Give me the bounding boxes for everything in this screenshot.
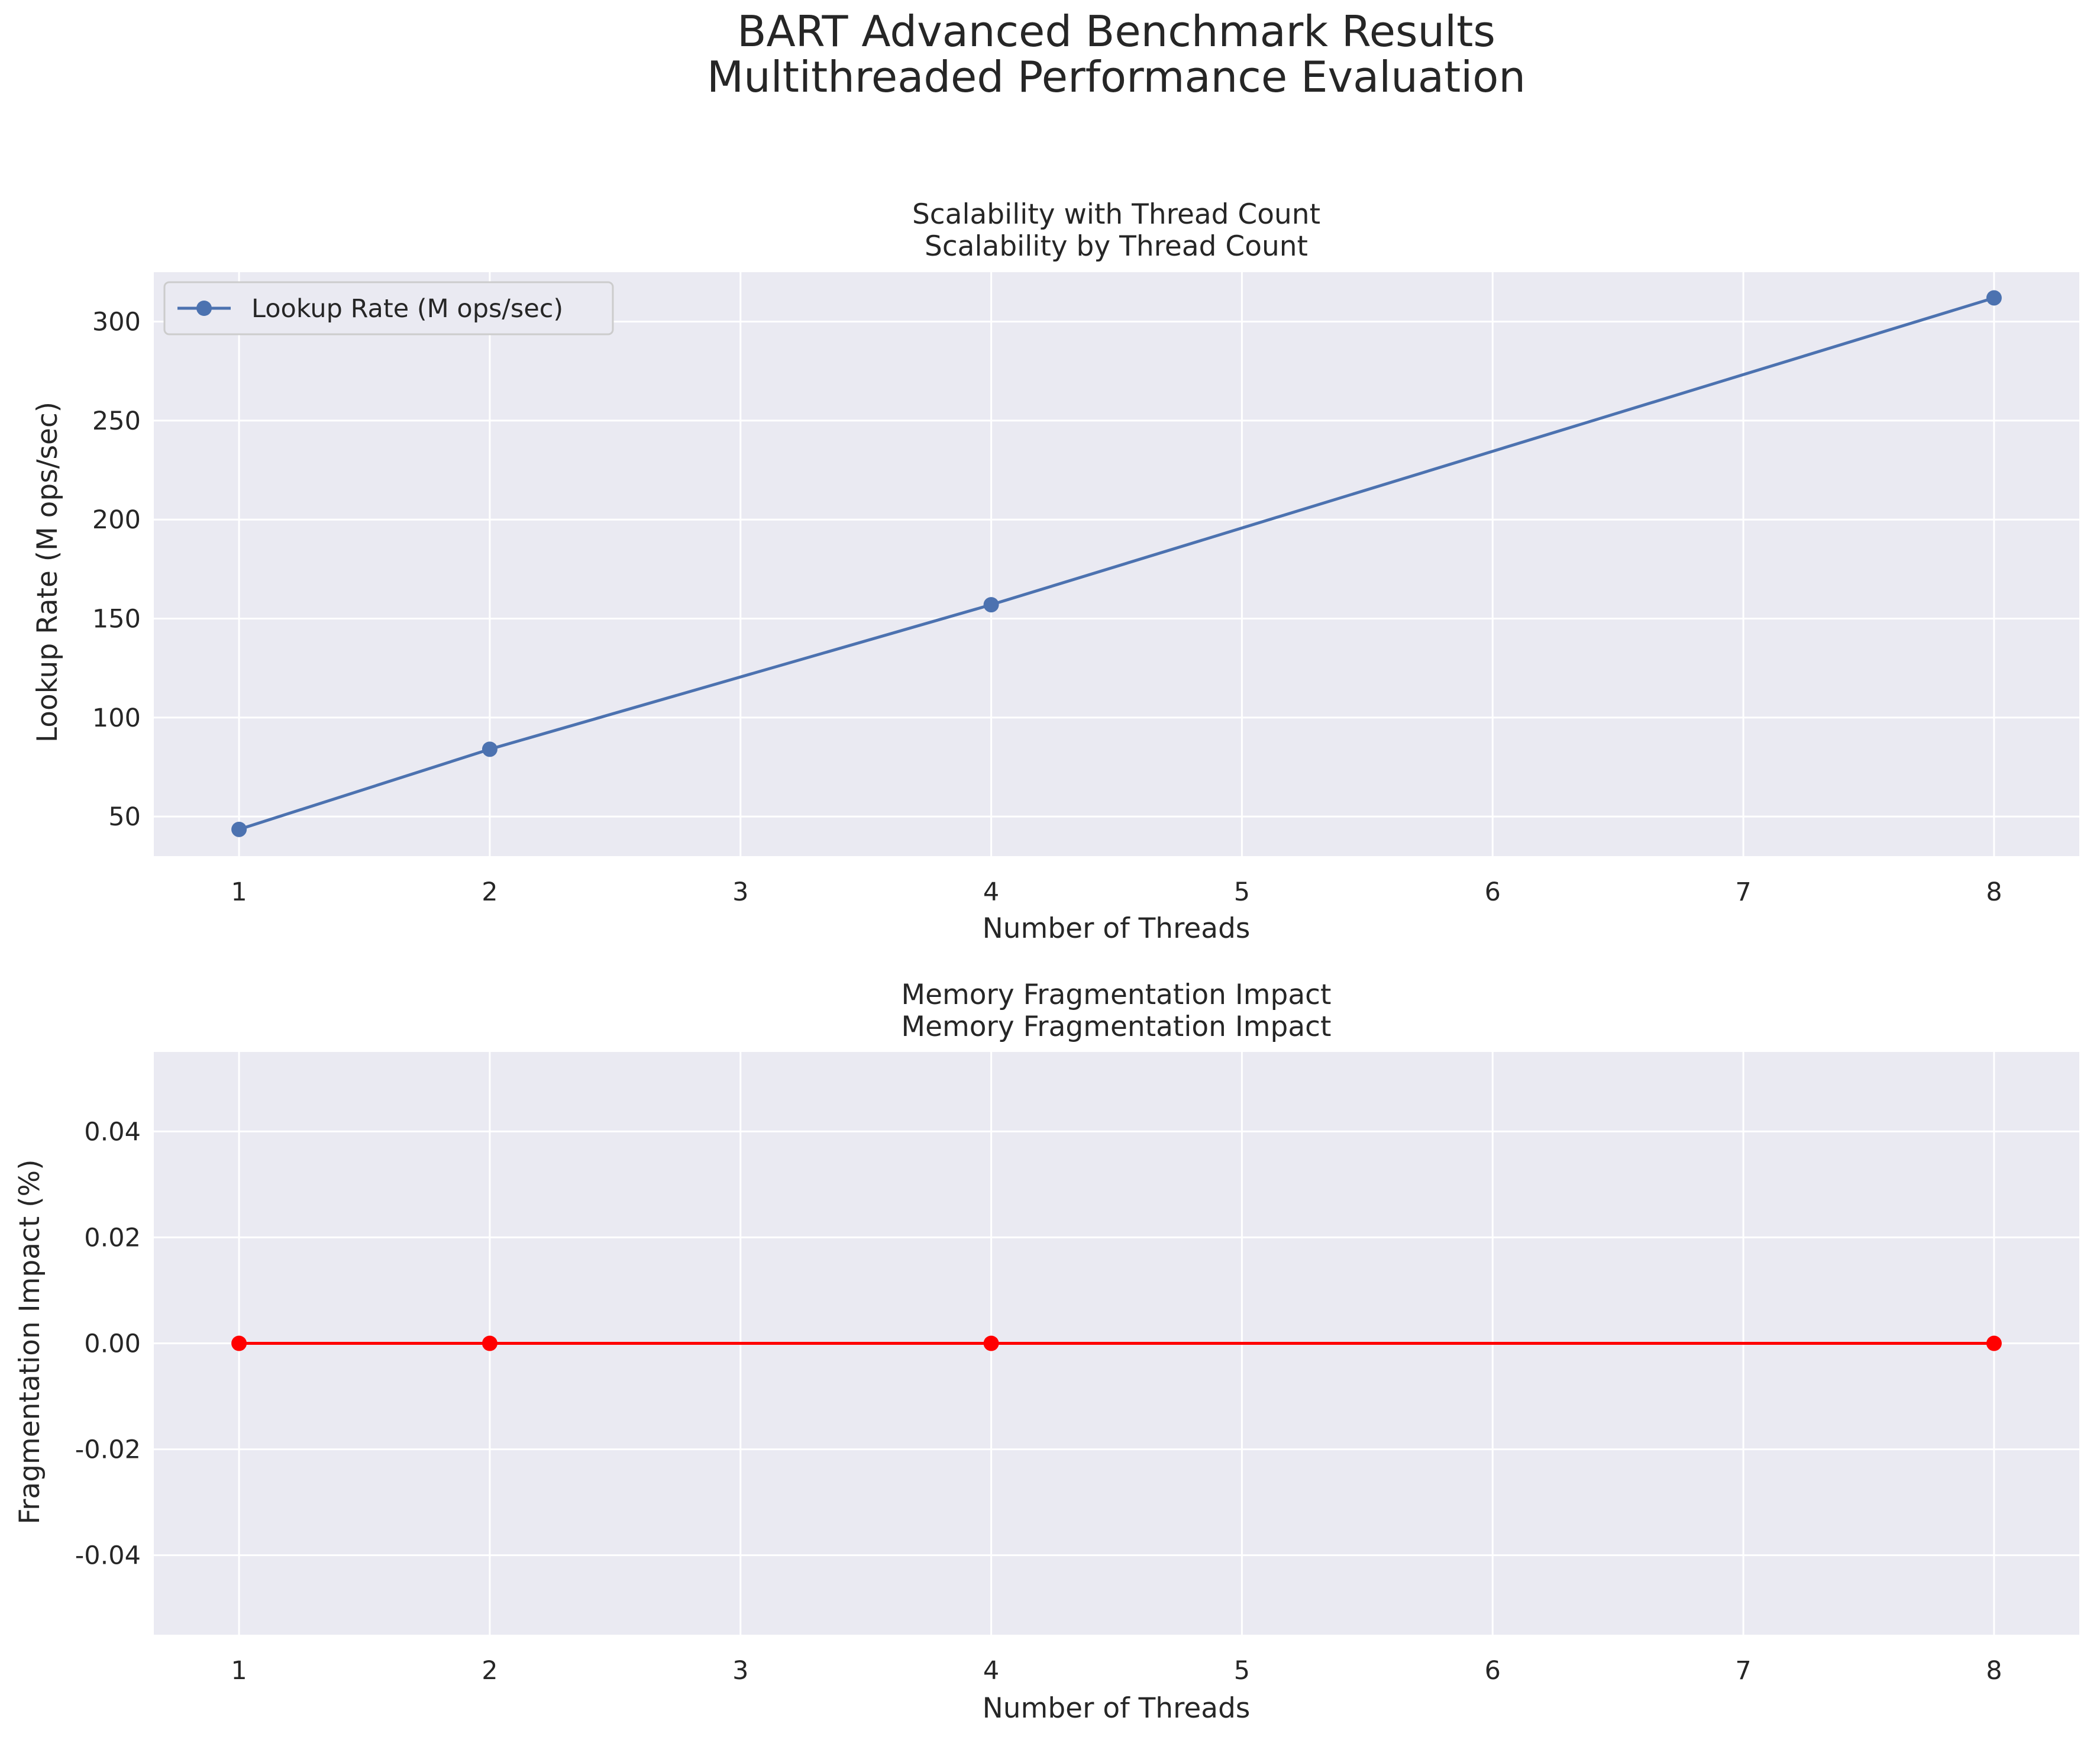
- legend-frame: [163, 281, 614, 335]
- fragmentation-tick-labels: 1 2 3 4 5 6 7 8 0.04 0.02 0.00 -0.02 -0.04: [75, 1117, 2002, 1686]
- fragmentation-data-point: [231, 1335, 247, 1351]
- scalability-chart: 1 2 3 4 5 6 7 8 50 100 150 200 250 300 Scalability wi…: [31, 198, 2079, 945]
- fragmentation-x-tick-label: 5: [1234, 1656, 1250, 1686]
- scalability-tick-labels: 1 2 3 4 5 6 7 8 50 100 150 200 250 300: [92, 308, 2002, 907]
- fragmentation-y-tick-label: 0.00: [84, 1329, 141, 1359]
- scalability-x-tick-label: 3: [732, 877, 748, 907]
- scalability-legend: Lookup Rate (M ops/sec): [163, 281, 614, 335]
- scalability-x-tick-label: 8: [1986, 877, 2002, 907]
- scalability-data-point: [983, 597, 999, 613]
- fragmentation-x-tick-label: 1: [231, 1656, 247, 1686]
- scalability-data-point: [231, 821, 247, 837]
- scalability-y-tick-label: 100: [92, 703, 141, 733]
- fragmentation-y-axis-label: Fragmentation Impact (%): [14, 1159, 46, 1524]
- fragmentation-x-tick-label: 8: [1986, 1656, 2002, 1686]
- scalability-y-tick-label: 150: [92, 605, 141, 634]
- fragmentation-marks: [231, 1335, 2002, 1351]
- scalability-title-line2: Scalability by Thread Count: [925, 230, 1308, 263]
- fragmentation-x-tick-label: 2: [482, 1656, 497, 1686]
- fragmentation-x-tick-label: 3: [732, 1656, 748, 1686]
- fragmentation-data-point: [1986, 1335, 2002, 1351]
- scalability-gridlines: [154, 272, 2079, 856]
- scalability-x-tick-label: 2: [482, 877, 497, 907]
- fragmentation-y-tick-label: -0.02: [75, 1435, 141, 1465]
- fragmentation-data-point: [482, 1335, 497, 1351]
- fragmentation-x-tick-label: 4: [983, 1656, 999, 1686]
- fragmentation-title-line1: Memory Fragmentation Impact: [902, 979, 1332, 1011]
- scalability-y-tick-label: 250: [92, 406, 141, 436]
- scalability-x-tick-label: 6: [1485, 877, 1501, 907]
- scalability-data-point: [1986, 290, 2002, 306]
- scalability-title-line1: Scalability with Thread Count: [912, 198, 1320, 231]
- scalability-y-tick-label: 200: [92, 505, 141, 535]
- legend-marker-swatch: [196, 301, 212, 316]
- scalability-y-tick-label: 50: [108, 802, 141, 832]
- scalability-y-tick-label: 300: [92, 308, 141, 337]
- scalability-x-tick-label: 5: [1234, 877, 1250, 907]
- scalability-series-line: [238, 296, 1995, 831]
- figure-title-line2: Multithreaded Performance Evaluation: [707, 52, 1526, 102]
- scalability-marks: [231, 290, 2002, 837]
- scalability-x-tick-label: 4: [983, 877, 999, 907]
- fragmentation-y-tick-label: -0.04: [75, 1541, 141, 1571]
- fragmentation-chart: 1 2 3 4 5 6 7 8 0.04 0.02 0.00 -0.02 -0.04 Memory Fr…: [14, 979, 2079, 1725]
- scalability-y-axis-label: Lookup Rate (M ops/sec): [31, 402, 64, 743]
- scalability-x-tick-label: 1: [231, 877, 247, 907]
- fragmentation-x-axis-label: Number of Threads: [983, 1692, 1251, 1725]
- scalability-x-tick-label: 7: [1735, 877, 1751, 907]
- figure-title-line1: BART Advanced Benchmark Results: [737, 7, 1495, 56]
- fragmentation-title-line2: Memory Fragmentation Impact: [902, 1011, 1332, 1043]
- scalability-data-point: [482, 741, 497, 757]
- fragmentation-data-point: [983, 1335, 999, 1351]
- fragmentation-x-tick-label: 7: [1735, 1656, 1751, 1686]
- fragmentation-y-tick-label: 0.02: [84, 1223, 141, 1253]
- legend-label: Lookup Rate (M ops/sec): [251, 294, 563, 324]
- scalability-x-axis-label: Number of Threads: [983, 912, 1251, 945]
- fragmentation-x-tick-label: 6: [1485, 1656, 1501, 1686]
- fragmentation-y-tick-label: 0.04: [84, 1117, 141, 1147]
